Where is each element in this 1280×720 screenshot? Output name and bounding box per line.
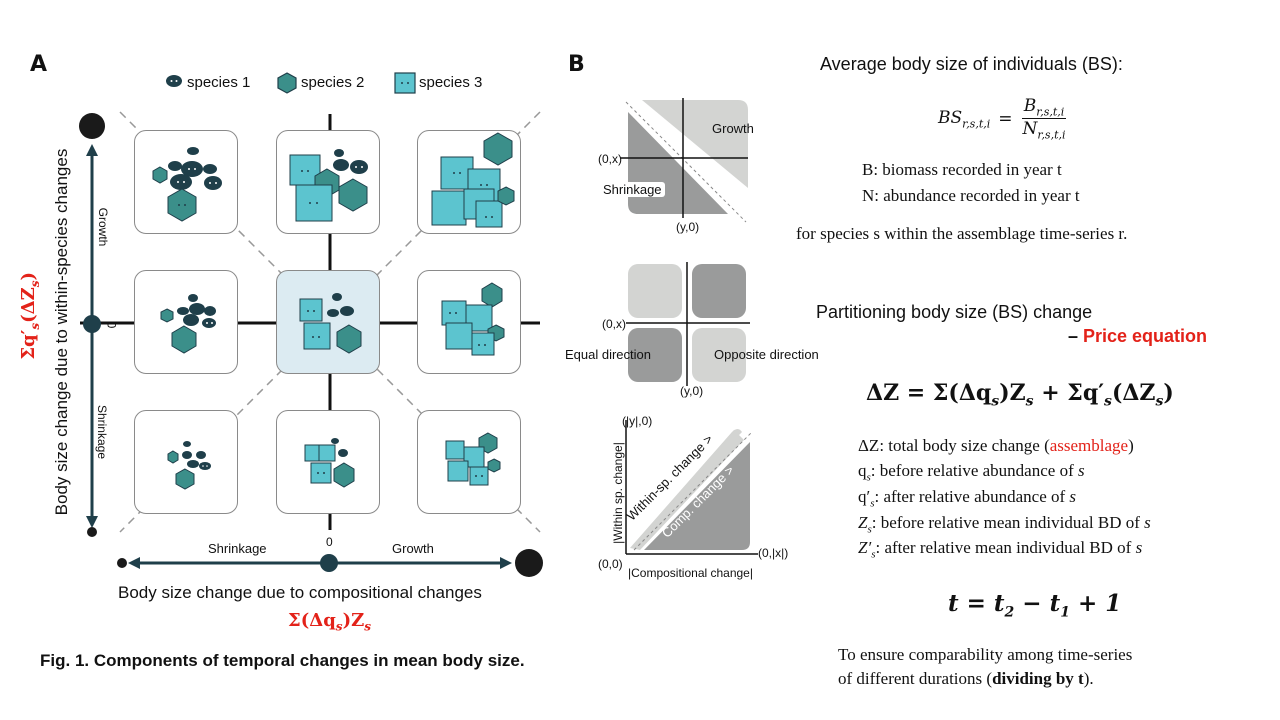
plot3-origin-label: (0,0): [598, 557, 623, 571]
species-1-icon: [166, 75, 182, 87]
plot1-y-label: (0,x): [598, 152, 622, 166]
legend-species-1: [165, 74, 183, 93]
x-axis-arrow: [117, 549, 543, 577]
def-q-prime: q′s: after relative abundance of s: [858, 487, 1077, 510]
y-axis-formula: Σq′s(ΔZs): [18, 271, 42, 360]
plot3-y-axis-label: |Within sp. change|: [611, 442, 625, 544]
legend-species-3-label: species 3: [419, 74, 483, 91]
x-zero-label: 0: [326, 535, 333, 549]
main-equation: ΔZ = Σ(Δqs)Zs + Σq′s(ΔZs): [866, 380, 1174, 410]
cell-top-center: [276, 130, 380, 234]
plot1-growth-label: Growth: [712, 121, 754, 136]
species-line: for species s within the assemblage time…: [796, 224, 1128, 243]
bs-title: Average body size of individuals (BS):: [820, 54, 1123, 74]
plot1-shrinkage-label: Shrinkage: [600, 182, 665, 197]
x-shrinkage-label: Shrinkage: [208, 541, 267, 556]
cell-bottom-right: [417, 410, 521, 514]
panel-b-plot-magnitude: [625, 420, 758, 555]
footer-line-2: of different durations (dividing by t).: [838, 669, 1094, 688]
partition-title: Partitioning body size (BS) change: [816, 302, 1093, 322]
plot1-x-label: (y,0): [676, 220, 700, 234]
cell-center: [276, 270, 380, 374]
x-axis-title: Body size change due to compositional ch…: [118, 583, 482, 602]
figure-caption: Fig. 1. Components of temporal changes i…: [40, 651, 525, 670]
species-2-icon: [277, 72, 297, 94]
y-zero-label: 0: [104, 321, 119, 329]
plot3-right-label: (0,|x|): [758, 546, 789, 560]
plot3-x-axis-label: |Compositional change|: [628, 566, 753, 580]
x-growth-label: Growth: [392, 541, 434, 556]
cell-middle-left: [134, 270, 238, 374]
bs-fraction: Br,s,t,i Nr,s,t,i: [1021, 96, 1067, 142]
b-definition: B: biomass recorded in year t: [862, 160, 1062, 179]
bs-equation: BSr,s,t,i = Br,s,t,i Nr,s,t,i: [938, 96, 1067, 142]
plot2-equal-label: Equal direction: [565, 347, 651, 362]
cell-bottom-left: [134, 410, 238, 514]
def-z-prime: Z′s: after relative mean individual BD o…: [858, 538, 1143, 561]
panel-b-letter: B: [568, 52, 585, 77]
y-growth-label: Growth: [96, 207, 110, 247]
plot2-opposite-label: Opposite direction: [714, 347, 819, 362]
y-axis-title: Body size change due to within-species c…: [52, 148, 71, 516]
cell-bottom-center: [276, 410, 380, 514]
t-equation: t = t2 − t1 + 1: [948, 590, 1122, 621]
species-3-icon: [394, 72, 416, 94]
bs-lhs: BSr,s,t,i: [938, 107, 991, 131]
panel-a-letter: A: [30, 52, 48, 77]
plot3-top-label: (|y|,0): [622, 414, 653, 428]
panel-b-plot-growth-shrinkage: [620, 98, 748, 223]
legend-species-1-label: species 1: [187, 74, 251, 91]
cell-top-right: [417, 130, 521, 234]
y-shrinkage-label: Shrinkage: [95, 404, 109, 460]
def-dz: ΔZ: total body size change (assemblage): [858, 436, 1134, 455]
legend-species-2-label: species 2: [301, 74, 365, 91]
cell-top-left: [134, 130, 238, 234]
panel-b-plot-direction: [626, 262, 750, 386]
legend-species-2: [276, 72, 298, 99]
price-equation-label: – Price equation: [1068, 326, 1208, 346]
legend-species-3: [394, 72, 416, 99]
footer-line-1: To ensure comparability among time-serie…: [838, 645, 1133, 664]
n-definition: N: abundance recorded in year t: [862, 186, 1080, 205]
def-z: Zs: before relative mean individual BD o…: [858, 513, 1151, 536]
cell-middle-right: [417, 270, 521, 374]
y-axis-arrow: [79, 113, 105, 537]
x-axis-formula: Σ(Δqs)Zs: [288, 610, 371, 634]
plot2-y-label: (0,x): [602, 317, 626, 331]
def-q: qs: before relative abundance of s: [858, 461, 1085, 484]
plot2-x-label: (y,0): [680, 384, 704, 398]
